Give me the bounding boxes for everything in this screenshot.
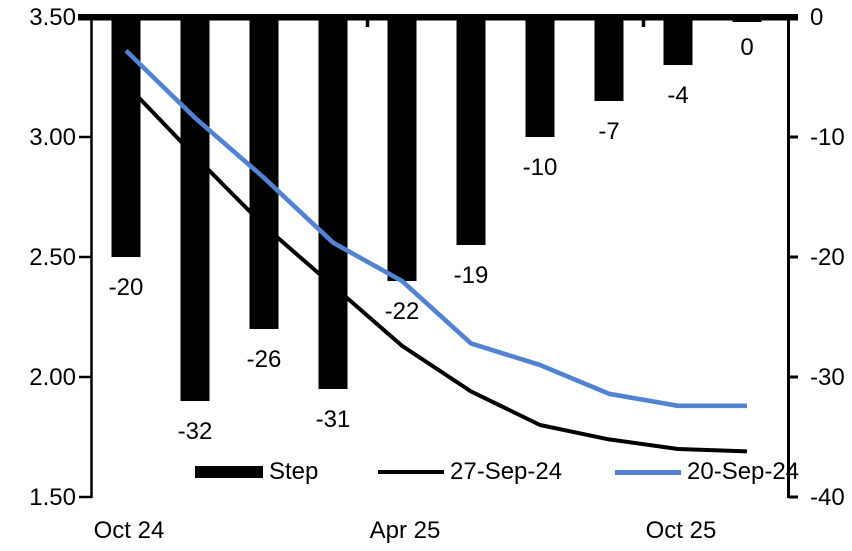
- step-bar: [180, 15, 210, 401]
- line-27-sep-24: [124, 82, 748, 454]
- left-axis-tick-label: 2.00: [29, 364, 76, 391]
- right-axis-tick-label: 0: [810, 4, 823, 31]
- left-axis-tick-label: 3.50: [29, 4, 76, 31]
- right-axis-tick-label: -20: [810, 244, 845, 271]
- left-axis-tick-label: 1.50: [29, 484, 76, 511]
- left-axis-tick-label: 3.00: [29, 124, 76, 151]
- bar-data-label: -4: [667, 82, 688, 109]
- bar-data-label: -32: [178, 418, 213, 445]
- step-bar: [663, 15, 693, 65]
- right-axis-tick-label: -10: [810, 124, 845, 151]
- line-20-sep-24: [124, 48, 747, 409]
- step-bar: [456, 15, 486, 245]
- top-axis-line: [78, 14, 798, 21]
- bar-data-label: -7: [598, 118, 619, 145]
- left-axis-tick-label: 2.50: [29, 244, 76, 271]
- bar-data-label: -26: [247, 346, 282, 373]
- bar-data-label: 0: [740, 34, 753, 61]
- step-bar: [525, 15, 555, 137]
- step-bar: [594, 15, 624, 101]
- right-axis-tick-label: -30: [810, 364, 845, 391]
- x-axis-label: Oct 24: [94, 517, 165, 544]
- x-axis-label: Oct 25: [646, 517, 717, 544]
- bar-data-label: -10: [523, 154, 558, 181]
- right-axis-tick-label: -40: [810, 484, 845, 511]
- step-bar: [318, 15, 348, 389]
- bar-data-label: -20: [109, 274, 144, 301]
- x-axis-label: Apr 25: [370, 517, 441, 544]
- bar-data-label: -22: [385, 298, 420, 325]
- bar-data-label: -31: [316, 406, 351, 433]
- step-bar: [387, 15, 417, 281]
- step-bar: [111, 15, 141, 257]
- bar-data-label: -19: [454, 262, 489, 289]
